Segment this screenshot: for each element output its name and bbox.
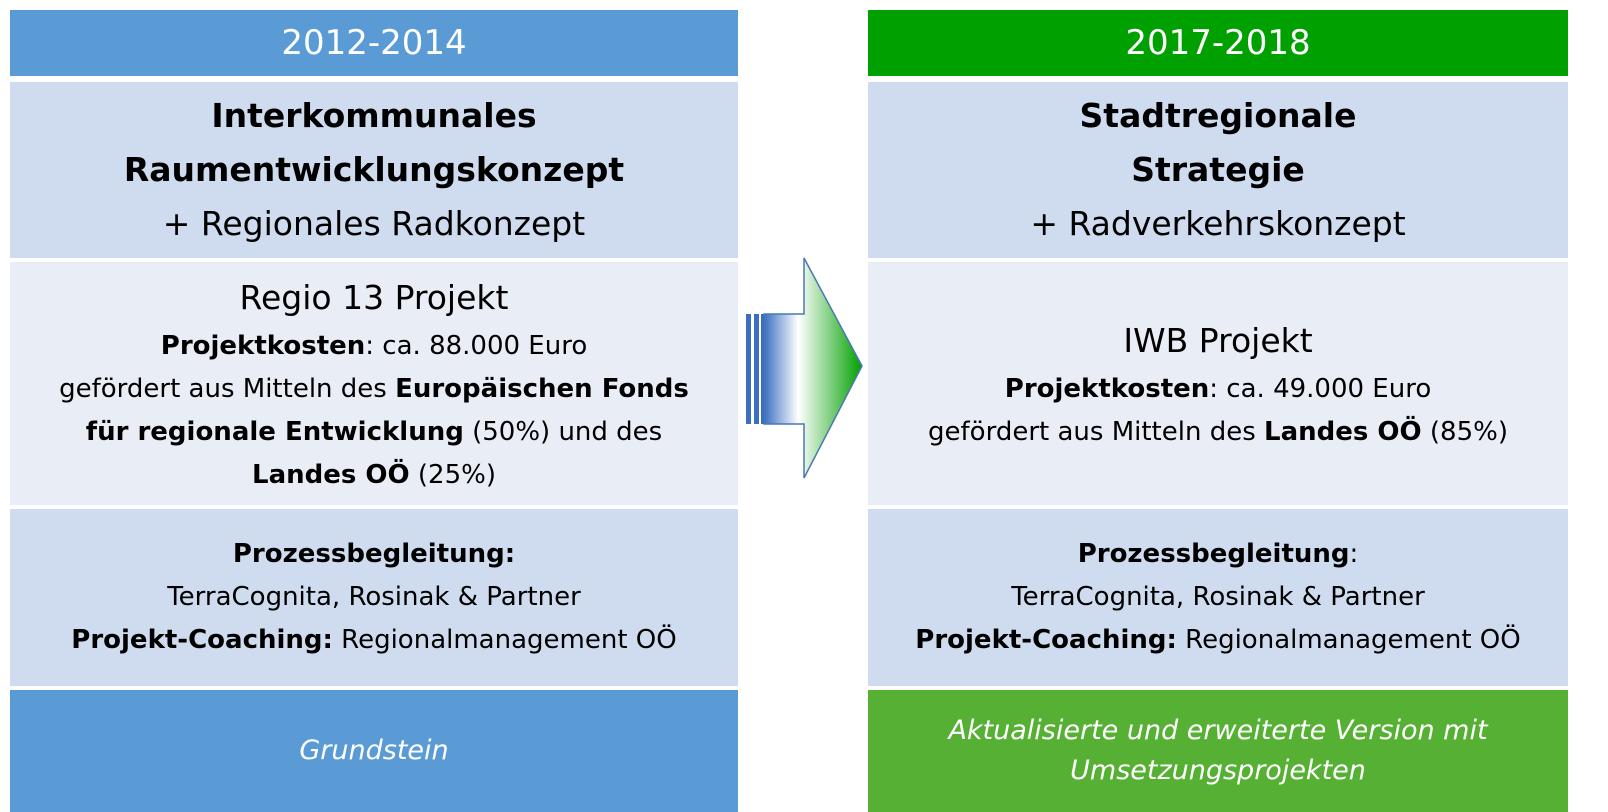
text-line: Projektkosten: ca. 88.000 Euro (161, 325, 587, 368)
text-segment: gefördert aus Mitteln des (928, 416, 1265, 447)
text-segment: + Regionales Radkonzept (162, 204, 586, 243)
text-segment: Stadtregionale (1079, 96, 1357, 135)
text-line: IWB Projekt (1123, 314, 1312, 368)
text-line: + Radverkehrskonzept (1030, 197, 1405, 251)
text-segment: gefördert aus Mitteln des (59, 373, 396, 404)
text-segment: Prozessbegleitung: (232, 539, 516, 569)
text-segment: (85%) (1421, 416, 1508, 447)
text-line: Projektkosten: ca. 49.000 Euro (1005, 368, 1431, 411)
text-segment: TerraCognita, Rosinak & Partner (167, 582, 581, 612)
text-segment: Projekt-Coaching: (71, 625, 333, 655)
text-segment: : ca. 88.000 Euro (365, 330, 588, 361)
text-line: Prozessbegleitung: (1078, 533, 1359, 576)
section: Interkommunales Raumentwicklungskonzept + … (10, 82, 738, 258)
text-segment: Landes OÖ (252, 459, 410, 490)
section: Prozessbegleitung: TerraCognita, Rosinak … (10, 509, 738, 686)
text-line: Landes OÖ (25%) (252, 454, 496, 497)
text-line: Regio 13 Projekt (240, 271, 509, 325)
section: IWB Projekt Projektkosten: ca. 49.000 Eur… (868, 262, 1568, 505)
column-header: 2012-2014 (10, 10, 738, 76)
text-segment: Projekt-Coaching: (915, 625, 1177, 655)
text-line: Interkommunales (211, 89, 536, 143)
text-segment: für regionale Entwicklung (85, 416, 464, 447)
text-line: gefördert aus Mitteln des Europäischen F… (59, 368, 689, 411)
text-segment: TerraCognita, Rosinak & Partner (1011, 582, 1425, 612)
text-line: Projekt-Coaching: Regionalmanagement OÖ (71, 619, 676, 662)
text-line: TerraCognita, Rosinak & Partner (1011, 576, 1425, 619)
arrow (746, 257, 863, 479)
text-line: gefördert aus Mitteln des Landes OÖ (85%… (928, 411, 1508, 454)
text-segment: Strategie (1131, 150, 1305, 189)
text-segment: : ca. 49.000 Euro (1209, 373, 1432, 404)
footer-line: Grundstein (299, 735, 449, 766)
text-segment: Regio 13 Projekt (239, 277, 509, 317)
text-segment: : (1349, 539, 1359, 569)
column: 2012-2014 Interkommunales Raumentwicklungs… (10, 10, 738, 812)
text-segment: Regionalmanagement OÖ (1176, 625, 1521, 655)
text-segment: Interkommunales (211, 96, 537, 135)
text-line: für regionale Entwicklung (50%) und des (86, 411, 662, 454)
footer-line: Aktualisierte und erweiterte Version mit (948, 715, 1488, 746)
text-segment: (25%) (409, 459, 496, 490)
section: Stadtregionale Strategie + Radverkehrskonz… (868, 82, 1568, 258)
text-line: Stadtregionale (1080, 89, 1357, 143)
text-segment: Europäischen Fonds (395, 373, 689, 404)
text-segment: Projektkosten (160, 330, 366, 361)
column-header: 2017-2018 (868, 10, 1568, 76)
text-line: TerraCognita, Rosinak & Partner (167, 576, 581, 619)
text-segment: IWB Projekt (1123, 320, 1313, 360)
section: Regio 13 Projekt Projektkosten: ca. 88.00… (10, 262, 738, 505)
column: 2017-2018 Stadtregionale Strategie + Radver… (868, 10, 1568, 812)
footer-line: Umsetzungsprojekten (1070, 755, 1366, 786)
text-line: Prozessbegleitung: (233, 533, 515, 576)
text-line: + Regionales Radkonzept (163, 197, 585, 251)
text-segment: + Radverkehrskonzept (1030, 204, 1406, 243)
text-segment: Projektkosten (1004, 373, 1210, 404)
footer: Aktualisierte und erweiterte Version mit… (868, 690, 1568, 812)
text-segment: Landes OÖ (1264, 416, 1422, 447)
text-segment: Prozessbegleitung (1077, 539, 1350, 569)
text-line: Raumentwicklungskonzept (124, 143, 624, 197)
text-line: Strategie (1131, 143, 1305, 197)
text-segment: Regionalmanagement OÖ (332, 625, 677, 655)
text-segment: (50%) und des (463, 416, 663, 447)
section: Prozessbegleitung: TerraCognita, Rosinak … (868, 509, 1568, 686)
footer: Grundstein (10, 690, 738, 812)
text-line: Projekt-Coaching: Regionalmanagement OÖ (915, 619, 1520, 662)
text-segment: Raumentwicklungskonzept (123, 150, 625, 189)
